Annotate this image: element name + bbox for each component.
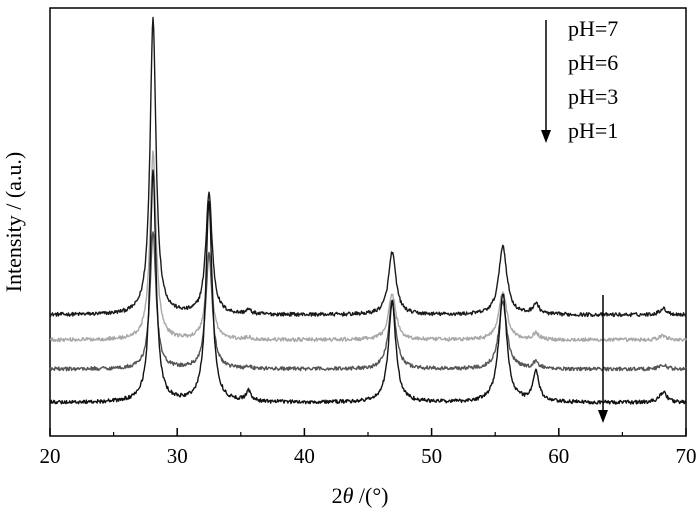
x-axis-title-prefix: 2 (332, 483, 343, 508)
legend-entry-ph6: pH=6 (568, 50, 618, 75)
legend-entry-ph7: pH=7 (568, 16, 618, 41)
series-line-ph1 (49, 169, 687, 405)
series-line-ph7 (49, 16, 687, 318)
x-axis: 20 30 40 50 60 70 (40, 428, 697, 468)
order-arrow (598, 295, 608, 423)
legend-arrow-head (541, 130, 551, 143)
legend-entry-ph3: pH=3 (568, 84, 618, 109)
x-tick-label: 40 (294, 444, 315, 468)
order-arrow-head (598, 410, 608, 423)
x-tick-label: 20 (40, 444, 61, 468)
x-tick-label: 70 (676, 444, 697, 468)
x-axis-title-theta: θ (343, 483, 354, 508)
legend: pH=7 pH=6 pH=3 pH=1 (541, 16, 618, 143)
series-group (49, 16, 687, 405)
series-line-ph6 (49, 150, 687, 343)
legend-entry-ph1: pH=1 (568, 118, 618, 143)
x-tick-label: 60 (548, 444, 569, 468)
x-tick-label: 30 (167, 444, 188, 468)
x-axis-title: 2θ /(°) (332, 483, 389, 508)
x-tick-label: 50 (421, 444, 442, 468)
x-axis-title-unit: /(°) (353, 483, 388, 508)
y-axis-title: Intensity / (a.u.) (1, 152, 26, 293)
